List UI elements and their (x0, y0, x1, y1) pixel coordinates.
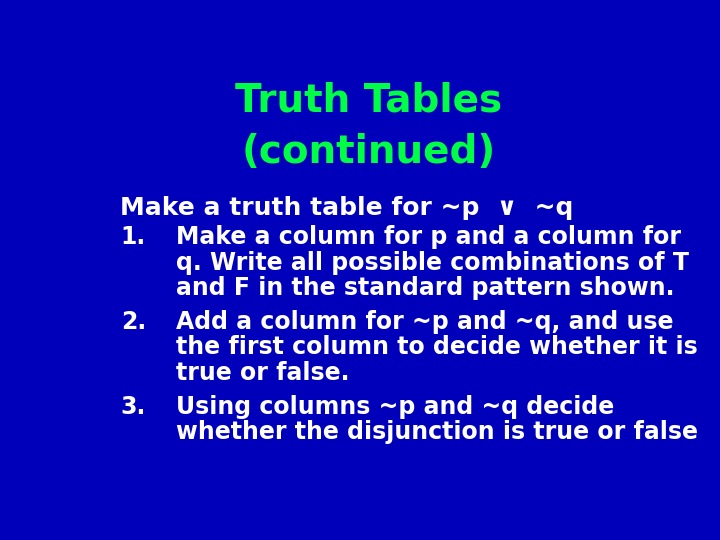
Text: (continued): (continued) (242, 133, 496, 171)
Text: Make a column for p and a column for: Make a column for p and a column for (176, 225, 682, 249)
Text: q. Write all possible combinations of T: q. Write all possible combinations of T (176, 251, 690, 275)
Text: 2.: 2. (121, 310, 146, 334)
Text: 1.: 1. (121, 225, 146, 249)
Text: Make a truth table for ~p  ∨  ~q: Make a truth table for ~p ∨ ~q (120, 196, 573, 220)
Text: 3.: 3. (121, 395, 146, 418)
Text: true or false.: true or false. (176, 361, 350, 385)
Text: the first column to decide whether it is: the first column to decide whether it is (176, 335, 698, 360)
Text: Add a column for ~p and ~q, and use: Add a column for ~p and ~q, and use (176, 310, 674, 334)
Text: Using columns ~p and ~q decide: Using columns ~p and ~q decide (176, 395, 615, 418)
Text: Truth Tables: Truth Tables (235, 82, 503, 119)
Text: and F in the standard pattern shown.: and F in the standard pattern shown. (176, 276, 675, 300)
Text: whether the disjunction is true or false: whether the disjunction is true or false (176, 420, 698, 444)
